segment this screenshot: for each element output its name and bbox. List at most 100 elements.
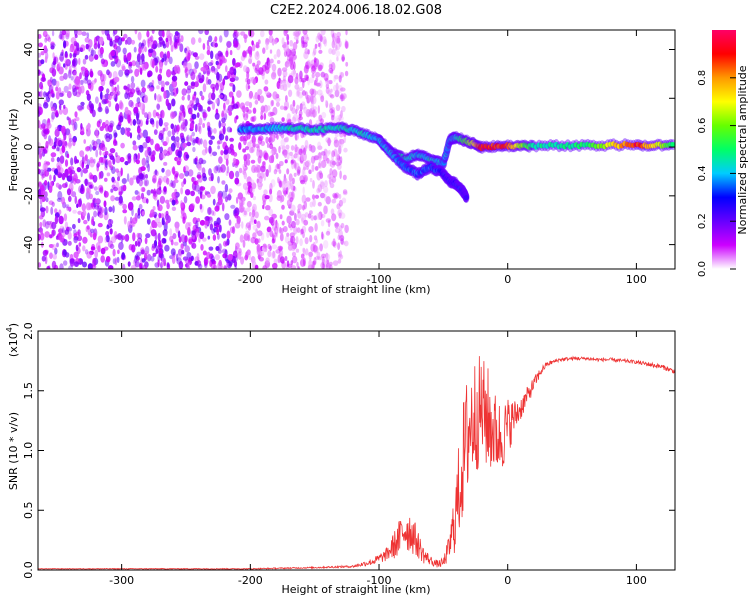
noise-speckle [223,265,227,269]
spectrogram-x-ticks: -300 -200 -100 0 100 [109,30,647,286]
noise-speckle [190,190,196,197]
noise-speckle [311,263,315,269]
noise-speckle [198,37,202,43]
noise-speckle [253,257,256,265]
noise-speckle [297,166,301,174]
noise-speckle [179,105,185,112]
noise-speckle [159,95,163,102]
noise-speckle [204,216,210,221]
noise-speckle [290,265,297,269]
noise-speckle [325,77,329,83]
noise-speckle [114,38,119,43]
noise-speckle [325,257,330,266]
noise-speckle [272,106,278,116]
noise-speckle [73,251,79,259]
noise-speckle [212,151,218,157]
noise-speckle [86,93,91,102]
noise-speckle [200,194,206,200]
noise-speckle [311,194,316,200]
noise-speckle [320,30,326,36]
noise-speckle [300,228,304,235]
noise-speckle [235,31,240,37]
noise-speckle [221,110,225,118]
noise-speckle [47,37,52,43]
ridge-cell [441,160,447,166]
noise-speckle [173,41,178,50]
noise-speckle [290,260,294,266]
noise-speckle [221,202,225,212]
noise-speckle [155,120,159,129]
noise-speckle [297,266,300,269]
noise-speckle [267,61,272,69]
snr-y-multiplier: (x104) [5,323,20,357]
noise-speckle [265,65,270,74]
noise-speckle [182,241,187,247]
noise-speckle [222,94,228,102]
noise-speckle [143,179,149,187]
noise-speckle [40,184,45,191]
noise-speckle [243,34,248,40]
noise-speckle [337,85,343,94]
noise-speckle [211,210,215,216]
noise-speckle [165,220,168,226]
noise-speckle [198,72,202,81]
noise-speckle [159,68,163,74]
noise-speckle [45,140,49,149]
noise-speckle [143,250,150,257]
noise-speckle [153,194,158,201]
noise-speckle [243,65,248,73]
noise-speckle [319,243,323,252]
noise-speckle [99,186,104,194]
noise-speckle [208,139,213,145]
noise-speckle [256,220,261,229]
noise-speckle [317,256,323,261]
noise-speckle [159,195,166,204]
noise-speckle [130,39,136,45]
noise-speckle [341,54,345,63]
noise-speckle [54,208,58,214]
noise-speckle [171,135,176,141]
noise-speckle [282,145,286,152]
noise-speckle [92,140,98,150]
noise-speckle [118,69,124,78]
noise-speckle [331,213,337,222]
noise-speckle [93,210,98,218]
noise-speckle [106,225,110,230]
noise-speckle [247,185,253,194]
noise-speckle [325,99,328,105]
colorbar-gradient [712,30,736,269]
noise-speckle [279,214,283,220]
noise-speckle [332,242,337,248]
noise-speckle [141,59,145,65]
noise-speckle [339,250,342,258]
noise-speckle [290,220,296,229]
noise-speckle [162,30,165,38]
noise-speckle [104,236,108,244]
noise-speckle [102,146,108,152]
noise-speckle [173,179,179,184]
noise-speckle [122,203,127,210]
noise-speckle [336,31,342,38]
noise-speckle [86,225,90,230]
noise-speckle [199,191,203,199]
noise-speckle [223,30,229,38]
colorbar-tick-label: 0.0 [697,261,708,277]
noise-speckle [202,237,207,242]
noise-speckle [318,162,321,169]
noise-speckle [40,59,45,65]
noise-speckle [217,176,220,184]
noise-speckle [221,117,226,123]
noise-speckle [341,56,346,61]
spectrogram-y-label: Frequency (Hz) [7,109,20,192]
noise-speckle [221,248,227,254]
noise-speckle [99,53,103,59]
noise-speckle [305,165,309,170]
noise-speckle [282,226,288,233]
noise-speckle [63,85,69,93]
noise-speckle [283,106,288,111]
noise-speckle [269,230,274,238]
noise-speckle [310,155,316,164]
noise-speckle [134,190,139,195]
noise-speckle [269,117,275,124]
noise-speckle [330,208,335,215]
